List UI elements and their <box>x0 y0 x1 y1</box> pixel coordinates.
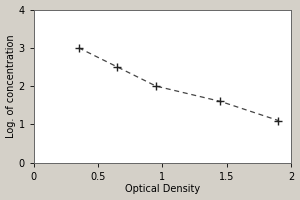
Point <box>276 119 281 122</box>
Point <box>218 100 223 103</box>
X-axis label: Optical Density: Optical Density <box>125 184 200 194</box>
Y-axis label: Log. of concentration: Log. of concentration <box>6 34 16 138</box>
Point <box>115 65 120 69</box>
Point <box>76 46 81 49</box>
Point <box>154 84 158 88</box>
